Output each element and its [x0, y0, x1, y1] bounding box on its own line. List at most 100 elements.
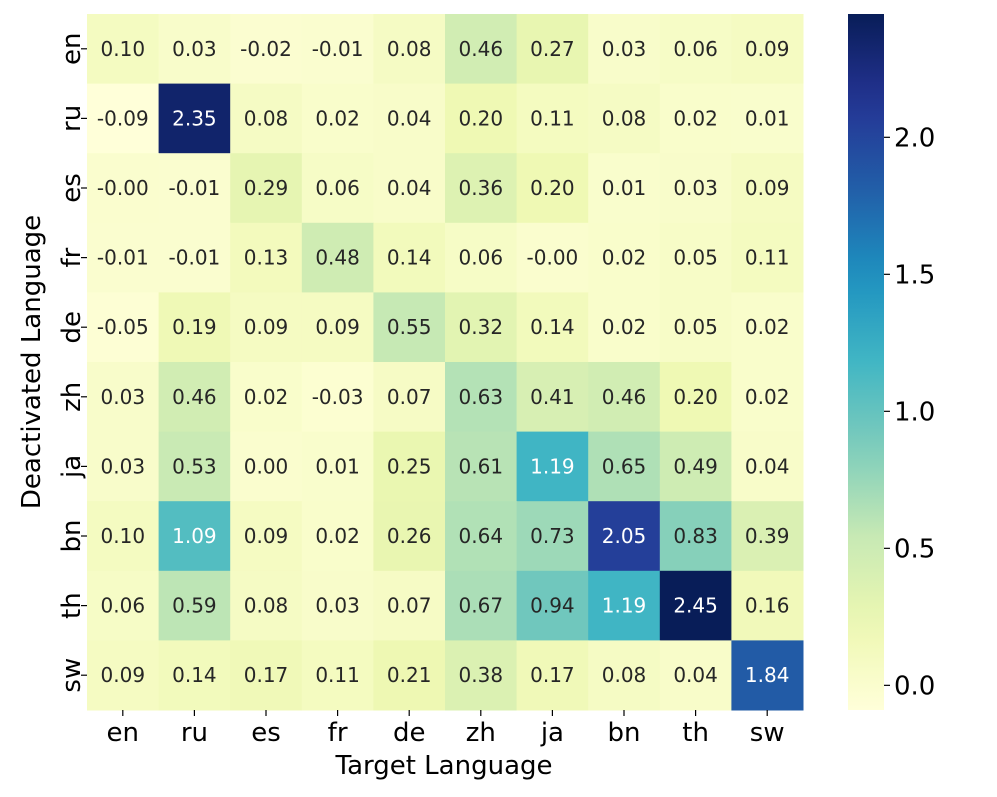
- cell-value-label: 0.55: [387, 315, 432, 339]
- cell-value-label: 0.20: [530, 176, 575, 200]
- heatmap-cell: [659, 431, 732, 502]
- heatmap-cell: [588, 362, 661, 433]
- heatmap-cell: [301, 570, 374, 641]
- cell-value-label: 0.09: [315, 315, 360, 339]
- cell-value-label: 0.26: [387, 524, 432, 548]
- heatmap-cell: [230, 640, 303, 711]
- heatmap-cell: [230, 222, 303, 293]
- heatmap-cell: [301, 153, 374, 224]
- x-tick-label: sw: [750, 718, 785, 748]
- heatmap-cell: [230, 153, 303, 224]
- heatmap-cell: [230, 362, 303, 433]
- heatmap-cell: [301, 292, 374, 363]
- heatmap-cell: [445, 83, 518, 154]
- heatmap-cell: [373, 292, 446, 363]
- x-tick-label: es: [251, 718, 281, 748]
- cell-value-label: 0.17: [244, 663, 289, 687]
- heatmap-cell: [516, 292, 589, 363]
- heatmap-cell: [87, 83, 160, 154]
- cell-value-label: 1.19: [602, 594, 647, 618]
- x-tick-label: ja: [540, 718, 564, 748]
- heatmap-cell: [659, 501, 732, 572]
- cell-value-label: 0.32: [459, 315, 504, 339]
- cell-value-label: 0.10: [101, 37, 146, 61]
- heatmap-cell: [373, 83, 446, 154]
- heatmap-cell: [588, 83, 661, 154]
- heatmap-cell: [445, 640, 518, 711]
- heatmap-cell: [158, 83, 231, 154]
- y-tick-label: th: [57, 592, 87, 619]
- heatmap-cell: [588, 570, 661, 641]
- cell-value-label: 0.13: [244, 246, 289, 270]
- cell-value-label: 0.83: [673, 524, 718, 548]
- heatmap-cell: [731, 431, 804, 502]
- heatmap-cell: [230, 570, 303, 641]
- cell-value-label: 0.01: [745, 106, 790, 130]
- cell-value-label: 0.49: [673, 454, 718, 478]
- colorbar-tick-label: 1.5: [894, 260, 935, 290]
- cell-value-label: 0.02: [602, 315, 647, 339]
- heatmap-cell: [516, 640, 589, 711]
- cell-value-label: 0.16: [745, 594, 790, 618]
- colorbar-ticks: 0.0 0.5 1.0 1.5 2.0: [884, 123, 935, 701]
- cell-value-label: 0.06: [101, 594, 146, 618]
- heatmap-cell: [301, 14, 374, 85]
- heatmap-cell: [516, 153, 589, 224]
- heatmap-cell: [516, 501, 589, 572]
- cell-value-label: 0.02: [745, 315, 790, 339]
- cell-value-label: 0.02: [673, 106, 718, 130]
- heatmap-cell: [301, 362, 374, 433]
- heatmap-cell: [87, 362, 160, 433]
- x-axis-ticks: en ru es fr de zh ja bn th sw: [107, 710, 785, 748]
- cell-value-label: 0.02: [315, 106, 360, 130]
- heatmap-cell: [659, 362, 732, 433]
- heatmap-cell: [659, 222, 732, 293]
- x-tick-label: en: [107, 718, 139, 748]
- y-axis-label: Deactivated Language: [17, 215, 47, 509]
- heatmap-cells: [87, 14, 804, 711]
- cell-value-label: 0.03: [602, 37, 647, 61]
- cell-value-label: 0.29: [244, 176, 289, 200]
- cell-value-label: 0.65: [602, 454, 647, 478]
- heatmap-cell: [373, 222, 446, 293]
- y-tick-label: sw: [57, 658, 87, 693]
- cell-value-label: 0.14: [172, 663, 217, 687]
- heatmap-cell: [445, 222, 518, 293]
- cell-value-label: 0.09: [101, 663, 146, 687]
- cell-value-label: 0.08: [244, 106, 289, 130]
- heatmap-cell: [373, 570, 446, 641]
- heatmap-cell: [731, 570, 804, 641]
- cell-value-label: 0.10: [101, 524, 146, 548]
- cell-value-label: 0.11: [315, 663, 360, 687]
- cell-value-label: 0.09: [244, 524, 289, 548]
- cell-value-label: 0.04: [745, 454, 790, 478]
- heatmap-cell: [588, 640, 661, 711]
- cell-value-label: 0.59: [172, 594, 217, 618]
- heatmap-cell: [516, 362, 589, 433]
- heatmap-cell: [158, 501, 231, 572]
- heatmap-cell: [445, 362, 518, 433]
- cell-value-label: -0.05: [97, 315, 149, 339]
- x-tick-label: zh: [466, 718, 496, 748]
- cell-value-label: 0.02: [315, 524, 360, 548]
- cell-value-label: 0.02: [602, 246, 647, 270]
- cell-value-label: 1.19: [530, 454, 575, 478]
- cell-value-label: 0.46: [172, 385, 217, 409]
- heatmap-cell: [588, 431, 661, 502]
- heatmap-cell: [516, 14, 589, 85]
- heatmap-cell: [588, 501, 661, 572]
- cell-value-label: 2.45: [673, 594, 718, 618]
- heatmap-cell: [158, 292, 231, 363]
- cell-value-label: 0.53: [172, 454, 217, 478]
- cell-value-label: 0.01: [602, 176, 647, 200]
- heatmap-cell: [230, 292, 303, 363]
- cell-value-label: 0.05: [673, 246, 718, 270]
- cell-value-label: 0.38: [459, 663, 504, 687]
- heatmap-cell: [731, 14, 804, 85]
- heatmap-cell: [87, 153, 160, 224]
- cell-value-label: 0.19: [172, 315, 217, 339]
- cell-value-label: -0.02: [240, 37, 292, 61]
- cell-value-label: 0.14: [387, 246, 432, 270]
- cell-value-label: -0.01: [97, 246, 149, 270]
